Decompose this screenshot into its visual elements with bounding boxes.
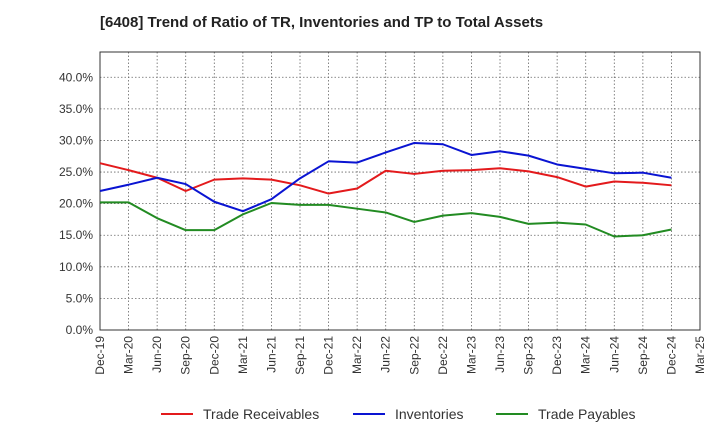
y-tick-label: 30.0% — [59, 133, 93, 147]
x-tick-label: Mar-23 — [464, 336, 478, 374]
x-tick-label: Mar-21 — [236, 336, 250, 374]
series-line-trade-receivables — [99, 162, 672, 195]
x-tick-label: Dec-24 — [664, 336, 678, 375]
x-tick-label: Sep-20 — [179, 336, 193, 375]
legend-label-trade-receivables: Trade Receivables — [203, 406, 319, 422]
series-line-inventories — [99, 141, 672, 213]
series-line-trade-payables — [100, 201, 672, 238]
y-tick-label: 5.0% — [66, 291, 94, 305]
y-axis-tick-labels: 0.0% 5.0% 10.0% 15.0% 20.0% 25.0% 30.0% 35.0% 40… — [59, 70, 93, 337]
legend-label-inventories: Inventories — [395, 406, 463, 422]
y-tick-label: 25.0% — [59, 165, 93, 179]
x-tick-label: Sep-24 — [636, 336, 650, 375]
chart-title: [6408] Trend of Ratio of TR, Inventories… — [100, 14, 544, 31]
y-tick-label: 40.0% — [59, 70, 93, 84]
legend-label-trade-payables: Trade Payables — [538, 406, 636, 422]
x-tick-label: Dec-19 — [93, 336, 107, 375]
x-tick-label: Mar-24 — [579, 336, 593, 374]
y-tick-label: 15.0% — [59, 228, 93, 242]
x-tick-label: Mar-20 — [122, 336, 136, 374]
grid-lines — [100, 52, 700, 330]
x-tick-label: Jun-24 — [607, 336, 621, 373]
x-tick-label: Jun-21 — [264, 336, 278, 373]
x-tick-label: Dec-23 — [550, 336, 564, 375]
x-tick-label: Jun-20 — [150, 336, 164, 373]
x-tick-label: Sep-21 — [293, 336, 307, 375]
y-tick-label: 10.0% — [59, 260, 93, 274]
plot-area-frame — [99, 51, 701, 331]
x-tick-label: Jun-23 — [493, 336, 507, 373]
y-tick-label: 35.0% — [59, 102, 93, 116]
x-tick-label: Sep-22 — [407, 336, 421, 375]
x-tick-label: Jun-22 — [379, 336, 393, 373]
x-tick-label: Dec-20 — [207, 336, 221, 375]
x-tick-label: Mar-25 — [693, 336, 707, 374]
legend: Trade Receivables Inventories Trade Payabl… — [161, 406, 636, 422]
x-tick-label: Dec-21 — [322, 336, 336, 375]
y-tick-label: 0.0% — [66, 323, 94, 337]
x-tick-label: Sep-23 — [522, 336, 536, 375]
x-tick-label: Mar-22 — [350, 336, 364, 374]
y-tick-label: 20.0% — [59, 197, 93, 211]
x-tick-label: Dec-22 — [436, 336, 450, 375]
x-axis-tick-labels: Dec-19 Mar-20 Jun-20 Sep-20 Dec-20 Mar-21 Jun-… — [93, 336, 707, 375]
series-lines — [99, 141, 672, 238]
